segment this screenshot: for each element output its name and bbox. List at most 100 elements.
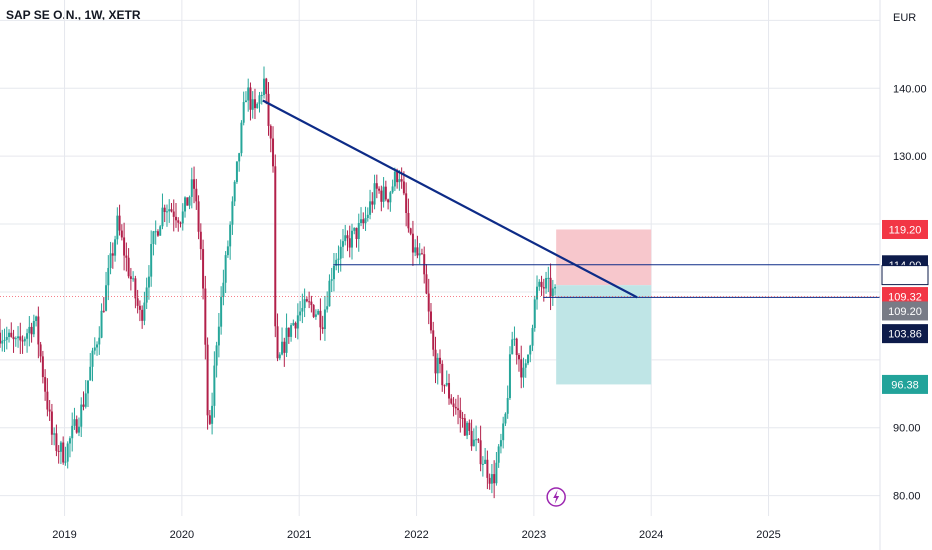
candle-body [163,207,166,212]
candle-body [195,188,198,202]
candle-body [82,404,85,407]
candle-body [75,419,78,433]
candle-body [522,367,525,378]
candle-body [59,442,62,452]
candle-body [533,299,536,329]
candle-body [540,281,543,288]
candle-body [364,217,367,224]
candle-body [134,278,137,299]
candle-body [393,171,396,187]
candle-body [310,301,313,306]
candle-body [301,308,304,312]
price-tag [882,301,928,321]
candle-body [366,214,369,218]
candle-body [50,411,53,435]
candle-body [107,267,110,286]
candle-body [278,354,281,359]
x-tick-label: 2022 [404,529,428,541]
candle-body [312,305,315,317]
price-tag-label: 112.48 [889,270,922,282]
candle-body [256,103,259,109]
candle-body [77,426,80,433]
candle-body [123,237,126,256]
candle-body [461,417,464,419]
candle-body [35,316,38,322]
candle-body [105,285,108,311]
candle-body [120,230,123,238]
candle-body [68,438,71,444]
position-zones [556,229,652,385]
candle-body [328,280,331,307]
candle-body [217,326,220,346]
candle-body [360,219,363,224]
candle-body [181,211,184,224]
candle-body [373,183,376,205]
candle-body [513,338,516,340]
y-tick-label: 140.00 [893,83,927,95]
candle-body [37,316,40,345]
candle-body [66,443,69,462]
candle-body [536,286,539,300]
candle-body [188,196,191,206]
candle-body [434,349,437,374]
candle-body [323,309,326,330]
candle-body [186,197,189,206]
candle-body [226,246,229,256]
candle-body [472,439,475,447]
candle-body [520,359,523,378]
candle-body [384,186,387,200]
price-tag [882,219,928,239]
candle-body [502,423,505,441]
candle-body [493,474,496,484]
candle-body [48,409,51,412]
candle-body [215,345,218,366]
candle-body [511,339,514,355]
candle-body [32,321,35,335]
candle-body [468,422,471,431]
candle-body [238,153,241,162]
candle-body [418,253,421,256]
candle-body [211,405,214,424]
x-tick-label: 2019 [52,529,76,541]
candle-body [378,188,381,191]
price-axis[interactable]: EUR 140.00 130.00 90.00 80.00 [879,0,927,550]
candle-body [398,179,401,183]
time-axis[interactable]: 2019 2020 2021 2022 2023 2024 2025 [52,529,780,541]
event-marker[interactable] [546,487,566,507]
candle-body [102,310,105,312]
candle-body [452,403,455,407]
candle-body [411,233,414,253]
stop-loss-zone [556,229,652,286]
candle-body [168,209,171,212]
candle-body [305,299,308,302]
candle-body [175,216,177,221]
candle-body [369,201,372,215]
x-tick-label: 2021 [287,529,311,541]
candle-body [39,344,42,357]
x-tick-label: 2024 [639,529,663,541]
candle-body [161,207,164,227]
candle-body [116,215,119,240]
price-tag-label: 109.20 [888,306,922,318]
candle-body [152,231,155,245]
candle-body [10,332,13,337]
candle-body [253,99,256,109]
candle-body [204,288,207,345]
candle-body [339,246,342,259]
candle-body [159,226,162,236]
candle-body [448,382,451,399]
candle-body [294,322,297,329]
candle-body [141,309,144,321]
candle-body [111,253,114,256]
candle-body [475,439,478,441]
candle-body [346,235,349,239]
candle-body [441,363,444,386]
price-tag [882,374,928,394]
candle-body [303,299,306,309]
price-tag [882,324,928,344]
candle-body [382,186,385,202]
candle-body [341,241,344,247]
x-tick-label: 2023 [522,529,546,541]
candle-body [206,344,209,416]
